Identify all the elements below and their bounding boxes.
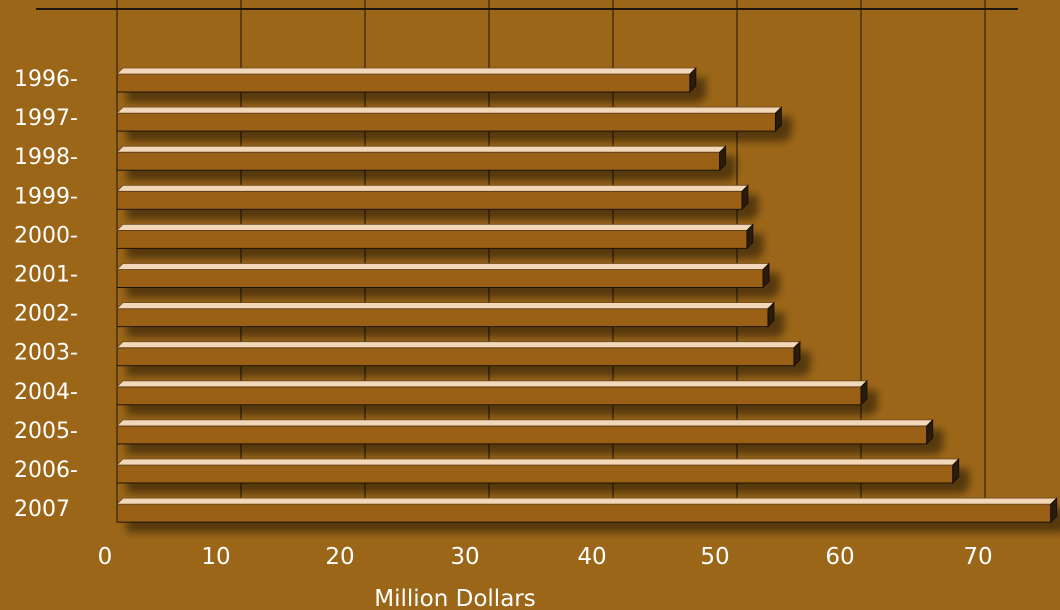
bar-2002 — [116, 301, 775, 328]
category-label: 1996- — [14, 67, 78, 92]
bar-top-face — [116, 458, 960, 466]
x-tick-label: 40 — [577, 544, 606, 570]
bar-side-face — [952, 458, 960, 484]
bar-2004 — [116, 379, 868, 406]
bar-top-face — [116, 380, 868, 388]
bar-top-face — [116, 263, 771, 270]
category-label: 1998- — [14, 145, 78, 170]
bar-top-face — [116, 184, 749, 192]
bar-front-face — [116, 229, 748, 249]
bar-front-face — [116, 503, 1052, 523]
bar-front-face — [116, 464, 954, 484]
bar-top-face — [116, 106, 783, 114]
bar-side-face — [767, 301, 775, 328]
bar-2006 — [116, 458, 960, 484]
bar-2007 — [116, 497, 1058, 524]
x-tick-label: 30 — [450, 544, 479, 570]
x-tick-label: 0 — [98, 544, 113, 570]
bar-front-face — [116, 73, 691, 93]
x-tick-label: 70 — [963, 544, 992, 570]
bar-top-face — [116, 419, 934, 427]
bar-front-face — [116, 308, 769, 328]
bar-side-face — [775, 106, 782, 133]
bar-side-face — [793, 340, 801, 367]
bar-side-face — [1050, 497, 1058, 524]
bar-top-face — [116, 145, 727, 153]
bar-side-face — [719, 145, 727, 172]
category-label: 1997- — [14, 106, 78, 131]
bar-1999 — [116, 184, 749, 211]
bar-front-face — [116, 269, 764, 288]
category-label: 2002- — [14, 302, 78, 327]
bars — [116, 67, 1058, 524]
category-label: 1999- — [14, 184, 78, 209]
bar-side-face — [746, 223, 754, 250]
x-tick-label: 10 — [201, 544, 230, 570]
bar-side-face — [926, 418, 934, 445]
bar-2003 — [116, 340, 802, 367]
bar-2001 — [116, 262, 771, 289]
bar-2005 — [116, 418, 934, 445]
category-labels: 1996- 1997- 1998- 1999- 2000- 2001- 2002- 2003-… — [14, 67, 78, 522]
bar-front-face — [116, 151, 721, 171]
x-tick-labels: 0 10 20 30 40 50 60 70 — [98, 544, 993, 570]
bar-side-face — [741, 184, 749, 211]
category-label: 2003- — [14, 341, 78, 366]
bar-front-face — [116, 386, 862, 406]
bar-1996 — [116, 67, 697, 93]
bar-top-face — [116, 67, 697, 75]
bar-top-face — [116, 223, 754, 231]
bar-1997 — [116, 106, 783, 133]
bar-front-face — [116, 347, 795, 367]
bar-front-face — [116, 190, 743, 210]
bar-side-face — [860, 379, 868, 406]
bar-side-face — [762, 262, 770, 289]
x-axis-title: Million Dollars — [374, 586, 535, 610]
bar-top-face — [116, 341, 802, 349]
category-label: 2004- — [14, 380, 78, 405]
category-label: 2001- — [14, 263, 78, 288]
x-tick-label: 50 — [700, 544, 729, 570]
x-tick-label: 60 — [825, 544, 854, 570]
bar-top-face — [116, 302, 775, 310]
x-tick-label: 20 — [325, 544, 354, 570]
bar-side-face — [689, 67, 697, 93]
category-label: 2007 — [14, 497, 70, 522]
bar-1998 — [116, 145, 727, 172]
bar-2000 — [116, 223, 754, 250]
bar-front-face — [116, 112, 776, 132]
bar-front-face — [116, 425, 928, 445]
category-label: 2000- — [14, 223, 78, 248]
bar-top-face — [116, 497, 1058, 505]
category-label: 2005- — [14, 419, 78, 444]
category-label: 2006- — [14, 458, 78, 483]
